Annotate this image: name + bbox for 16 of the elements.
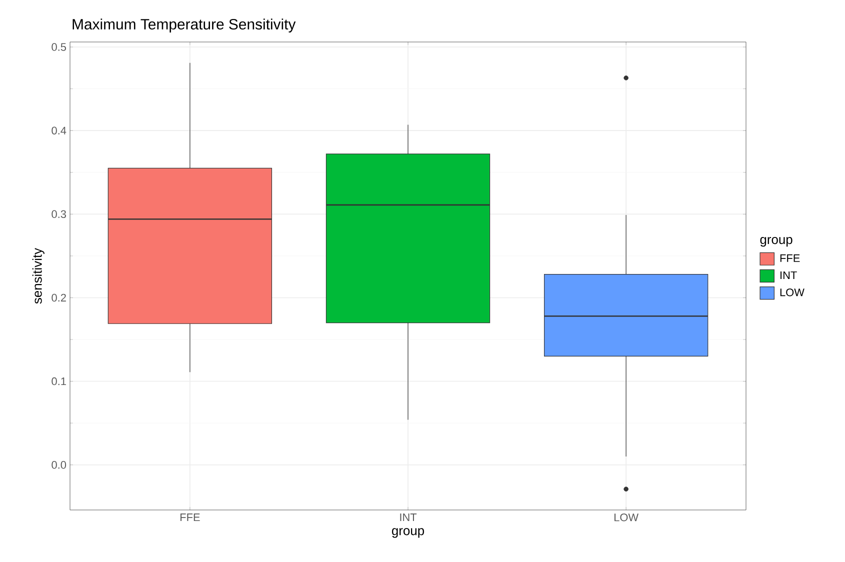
legend-label: FFE <box>780 254 800 262</box>
x-axis-title: group <box>392 528 424 538</box>
legend-title: group <box>760 236 792 247</box>
y-tick-label: 0.0 <box>52 460 66 469</box>
y-tick-label: 0.2 <box>52 294 66 302</box>
y-tick-label: 0.3 <box>52 210 66 218</box>
x-tick-label: LOW <box>614 514 639 522</box>
y-tick-label: 0.4 <box>52 126 66 134</box>
y-tick-label: 0.5 <box>52 43 66 51</box>
x-tick-label: INT <box>400 514 417 522</box>
y-axis-title: sensitivity <box>32 248 44 304</box>
y-tick-label: 0.1 <box>52 377 66 386</box>
legend-label: LOW <box>780 288 804 296</box>
legend-label: INT <box>780 271 797 279</box>
x-tick-label: FFE <box>180 514 200 522</box>
chart-title: Maximum Temperature Sensitivity <box>72 18 296 32</box>
